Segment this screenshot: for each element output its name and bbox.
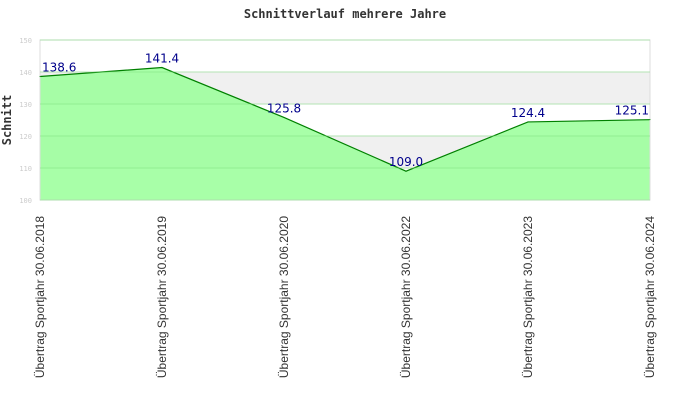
y-tick-label: 140 bbox=[19, 69, 32, 77]
data-point bbox=[283, 116, 285, 118]
y-axis-label: Schnitt bbox=[0, 95, 14, 146]
data-point bbox=[161, 67, 163, 69]
data-point bbox=[39, 75, 41, 77]
data-label: 125.8 bbox=[267, 101, 301, 115]
x-tick-label: Übertrag Sportjahr 30.06.2020 bbox=[277, 216, 291, 378]
y-tick-label: 150 bbox=[19, 37, 32, 45]
x-tick-label: Übertrag Sportjahr 30.06.2023 bbox=[521, 216, 535, 378]
y-tick-label: 110 bbox=[19, 165, 32, 173]
chart-title: Schnittverlauf mehrere Jahre bbox=[244, 7, 446, 21]
area-fill bbox=[40, 67, 650, 201]
data-label: 125.1 bbox=[615, 104, 649, 118]
grid-band bbox=[40, 40, 650, 72]
data-label: 138.6 bbox=[42, 60, 76, 74]
y-tick-label: 130 bbox=[19, 101, 32, 109]
data-label: 109.0 bbox=[389, 155, 423, 169]
data-point bbox=[649, 119, 651, 121]
data-label: 141.4 bbox=[145, 52, 179, 66]
x-tick-label: Übertrag Sportjahr 30.06.2019 bbox=[155, 216, 169, 378]
x-tick-label: Übertrag Sportjahr 30.06.2022 bbox=[399, 216, 413, 378]
y-tick-label: 100 bbox=[19, 197, 32, 205]
data-label: 124.4 bbox=[511, 106, 545, 120]
y-tick-label: 120 bbox=[19, 133, 32, 141]
x-tick-label: Übertrag Sportjahr 30.06.2024 bbox=[643, 216, 657, 378]
x-tick-label: Übertrag Sportjahr 30.06.2018 bbox=[33, 216, 47, 378]
series-line bbox=[39, 66, 651, 172]
data-point bbox=[527, 121, 529, 123]
data-point bbox=[405, 170, 407, 172]
